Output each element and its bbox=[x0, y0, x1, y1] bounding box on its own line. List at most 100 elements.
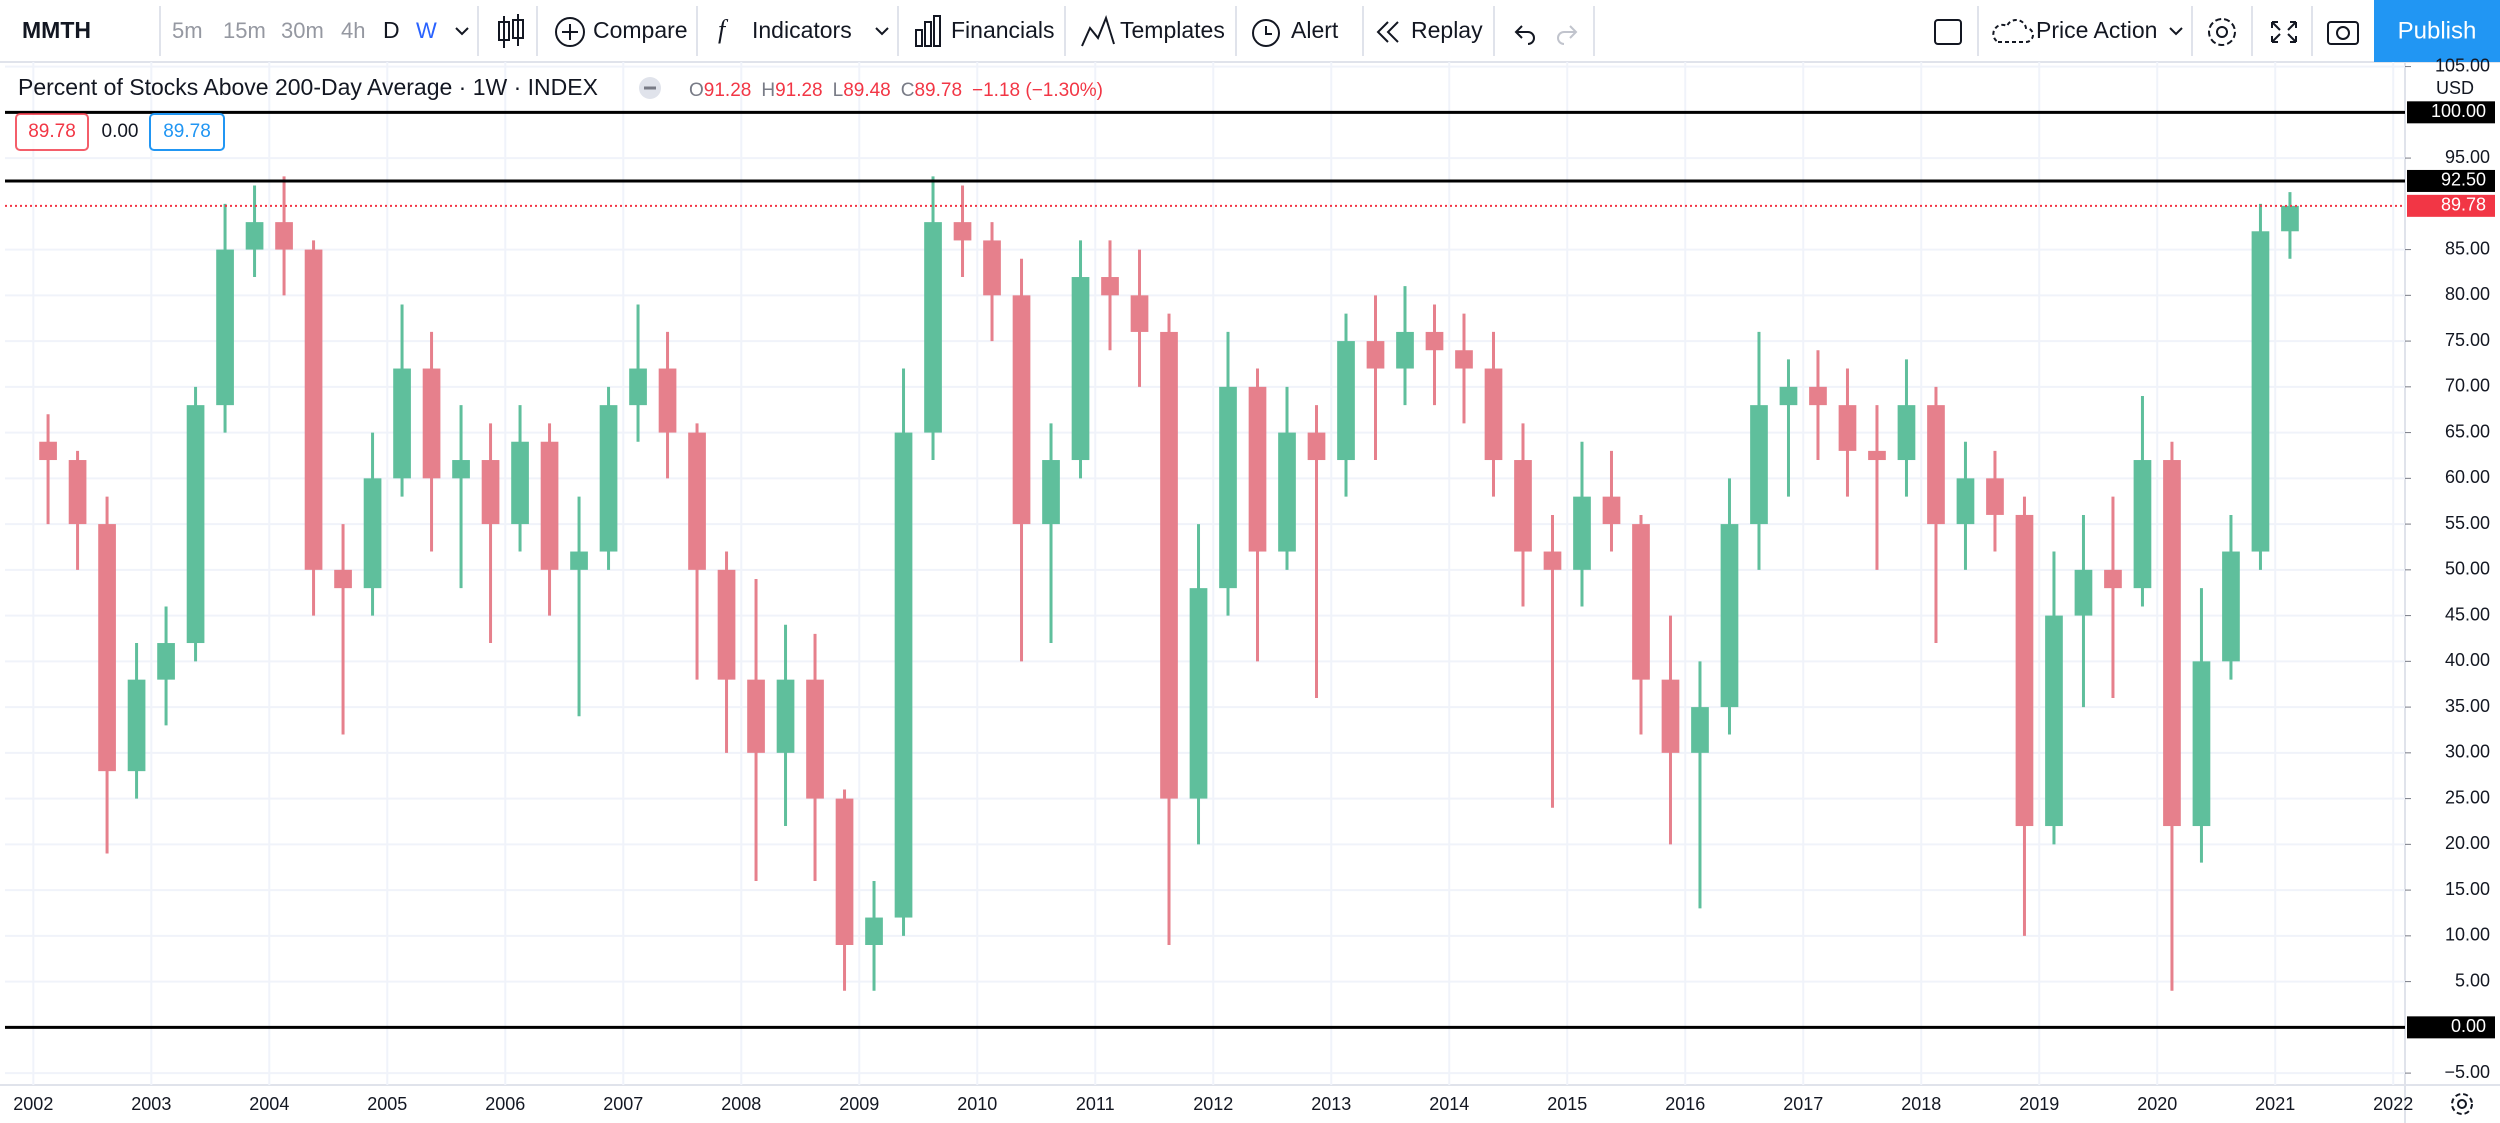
compare-button[interactable]: Compare bbox=[593, 17, 688, 43]
candle-body bbox=[1425, 331, 1444, 351]
cloud-icon[interactable] bbox=[1992, 18, 2034, 43]
alert-button[interactable]: Alert bbox=[1291, 17, 1339, 43]
candle-body bbox=[1130, 295, 1149, 332]
candle-body bbox=[2104, 569, 2122, 589]
x-tick-label: 2005 bbox=[367, 1094, 407, 1114]
ohlc-value: 89.78 bbox=[914, 80, 962, 101]
candle-body bbox=[747, 679, 765, 753]
fullscreen-icon[interactable] bbox=[2271, 21, 2297, 43]
legend-box bbox=[149, 113, 225, 151]
candle-body bbox=[865, 917, 883, 946]
ohlc-key: C bbox=[901, 80, 915, 101]
x-tick-label: 2012 bbox=[1193, 1094, 1233, 1114]
chevron[interactable] bbox=[2169, 27, 2183, 36]
x-tick-label: 2003 bbox=[131, 1094, 171, 1114]
candle-body bbox=[894, 432, 913, 918]
ohlc-value: 91.28 bbox=[775, 80, 823, 101]
candle-body bbox=[1042, 460, 1060, 525]
candle-body bbox=[68, 460, 87, 525]
candle-body bbox=[835, 798, 854, 946]
alert-icon[interactable] bbox=[1252, 19, 1280, 47]
interval[interactable]: 4h bbox=[341, 18, 365, 43]
y-tick-label: 45.00 bbox=[2445, 604, 2490, 624]
ohlc-key: L bbox=[833, 80, 844, 101]
legend-box-value: 89.78 bbox=[163, 121, 211, 142]
y-tick-label: 35.00 bbox=[2445, 696, 2490, 716]
candle-body bbox=[1632, 524, 1650, 680]
y-tick-label: 20.00 bbox=[2445, 833, 2490, 853]
toolbar: MMTH 5m 15m 30m 4h D W Compare f Indicat… bbox=[0, 0, 2500, 63]
candle-body bbox=[1927, 405, 1945, 525]
financials-button[interactable]: Financials bbox=[951, 17, 1055, 43]
interval-active[interactable]: W bbox=[416, 18, 437, 43]
templates-icon[interactable] bbox=[1081, 14, 1115, 47]
symbol[interactable]: MMTH bbox=[22, 17, 91, 43]
layout-name[interactable]: Price Action bbox=[2036, 17, 2157, 43]
candle-body bbox=[1484, 368, 1503, 461]
y-tick-label: 65.00 bbox=[2445, 421, 2490, 441]
candle-body bbox=[953, 222, 972, 241]
candle-body bbox=[1101, 277, 1119, 296]
financials-icon[interactable] bbox=[915, 15, 941, 47]
indicators-icon[interactable]: f bbox=[718, 15, 729, 44]
candle-body bbox=[1956, 478, 1975, 525]
candle-body bbox=[216, 249, 234, 406]
candle-body bbox=[599, 405, 618, 552]
interval[interactable]: 15m bbox=[223, 18, 266, 43]
replay-button[interactable]: Replay bbox=[1411, 17, 1483, 43]
y-tick-label: 55.00 bbox=[2445, 513, 2490, 533]
x-tick-label: 2018 bbox=[1901, 1094, 1941, 1114]
candle-body bbox=[570, 551, 588, 570]
candle-body bbox=[304, 249, 323, 570]
snapshot-icon[interactable] bbox=[2327, 21, 2359, 45]
candle-body bbox=[1337, 341, 1355, 461]
candle-body bbox=[1661, 679, 1680, 753]
x-tick-label: 2011 bbox=[1076, 1094, 1115, 1114]
x-tick-label: 2015 bbox=[1547, 1094, 1587, 1114]
candle-body bbox=[98, 524, 116, 772]
y-tick-label: 80.00 bbox=[2445, 284, 2490, 304]
x-tick-label: 2016 bbox=[1665, 1094, 1705, 1114]
candle-body bbox=[1809, 386, 1827, 406]
settings-icon[interactable] bbox=[2208, 18, 2236, 46]
interval[interactable]: 30m bbox=[281, 18, 324, 43]
templates-button[interactable]: Templates bbox=[1120, 17, 1225, 43]
compare-icon[interactable] bbox=[555, 17, 585, 47]
x-tick-label: 2014 bbox=[1429, 1094, 1469, 1114]
layout-icon[interactable] bbox=[1934, 19, 1962, 45]
undo-icon[interactable] bbox=[1514, 25, 1535, 45]
candle-body bbox=[2281, 205, 2299, 232]
y-tick-label: 105.00 bbox=[2435, 55, 2490, 75]
x-tick-label: 2013 bbox=[1311, 1094, 1351, 1114]
redo-icon[interactable] bbox=[1557, 25, 1578, 45]
candle-body bbox=[127, 679, 146, 772]
y-tick-label: −5.00 bbox=[2444, 1062, 2490, 1082]
legend-box bbox=[15, 113, 89, 151]
candle-body bbox=[275, 222, 293, 250]
candle-body bbox=[717, 569, 736, 680]
y-tick-label: 85.00 bbox=[2445, 238, 2490, 258]
chevron[interactable] bbox=[455, 27, 469, 36]
candle-body bbox=[2045, 615, 2063, 827]
currency: USD bbox=[2436, 78, 2474, 98]
candle-body bbox=[1366, 341, 1385, 369]
indicators-button[interactable]: Indicators bbox=[752, 17, 852, 43]
interval[interactable]: 5m bbox=[172, 18, 203, 43]
chevron[interactable] bbox=[875, 27, 889, 36]
candle-body bbox=[540, 441, 559, 570]
legend-box-value: 89.78 bbox=[28, 121, 76, 142]
legend: Percent of Stocks Above 200-Day Average … bbox=[15, 74, 1103, 151]
x-tick-label: 2019 bbox=[2019, 1094, 2059, 1114]
candle-body bbox=[688, 432, 706, 570]
candle-body bbox=[157, 643, 175, 680]
axis-settings-icon[interactable] bbox=[2451, 1093, 2473, 1115]
chart-type-icon[interactable] bbox=[498, 14, 524, 48]
publish-button[interactable] bbox=[2374, 0, 2500, 62]
candle-body bbox=[1248, 386, 1267, 552]
candle-body bbox=[1219, 386, 1237, 589]
replay-icon[interactable] bbox=[1376, 21, 1399, 43]
x-tick-label: 2006 bbox=[485, 1094, 525, 1114]
interval[interactable]: D bbox=[383, 17, 400, 43]
candle-body bbox=[1838, 405, 1857, 451]
publish-label[interactable]: Publish bbox=[2398, 17, 2477, 44]
